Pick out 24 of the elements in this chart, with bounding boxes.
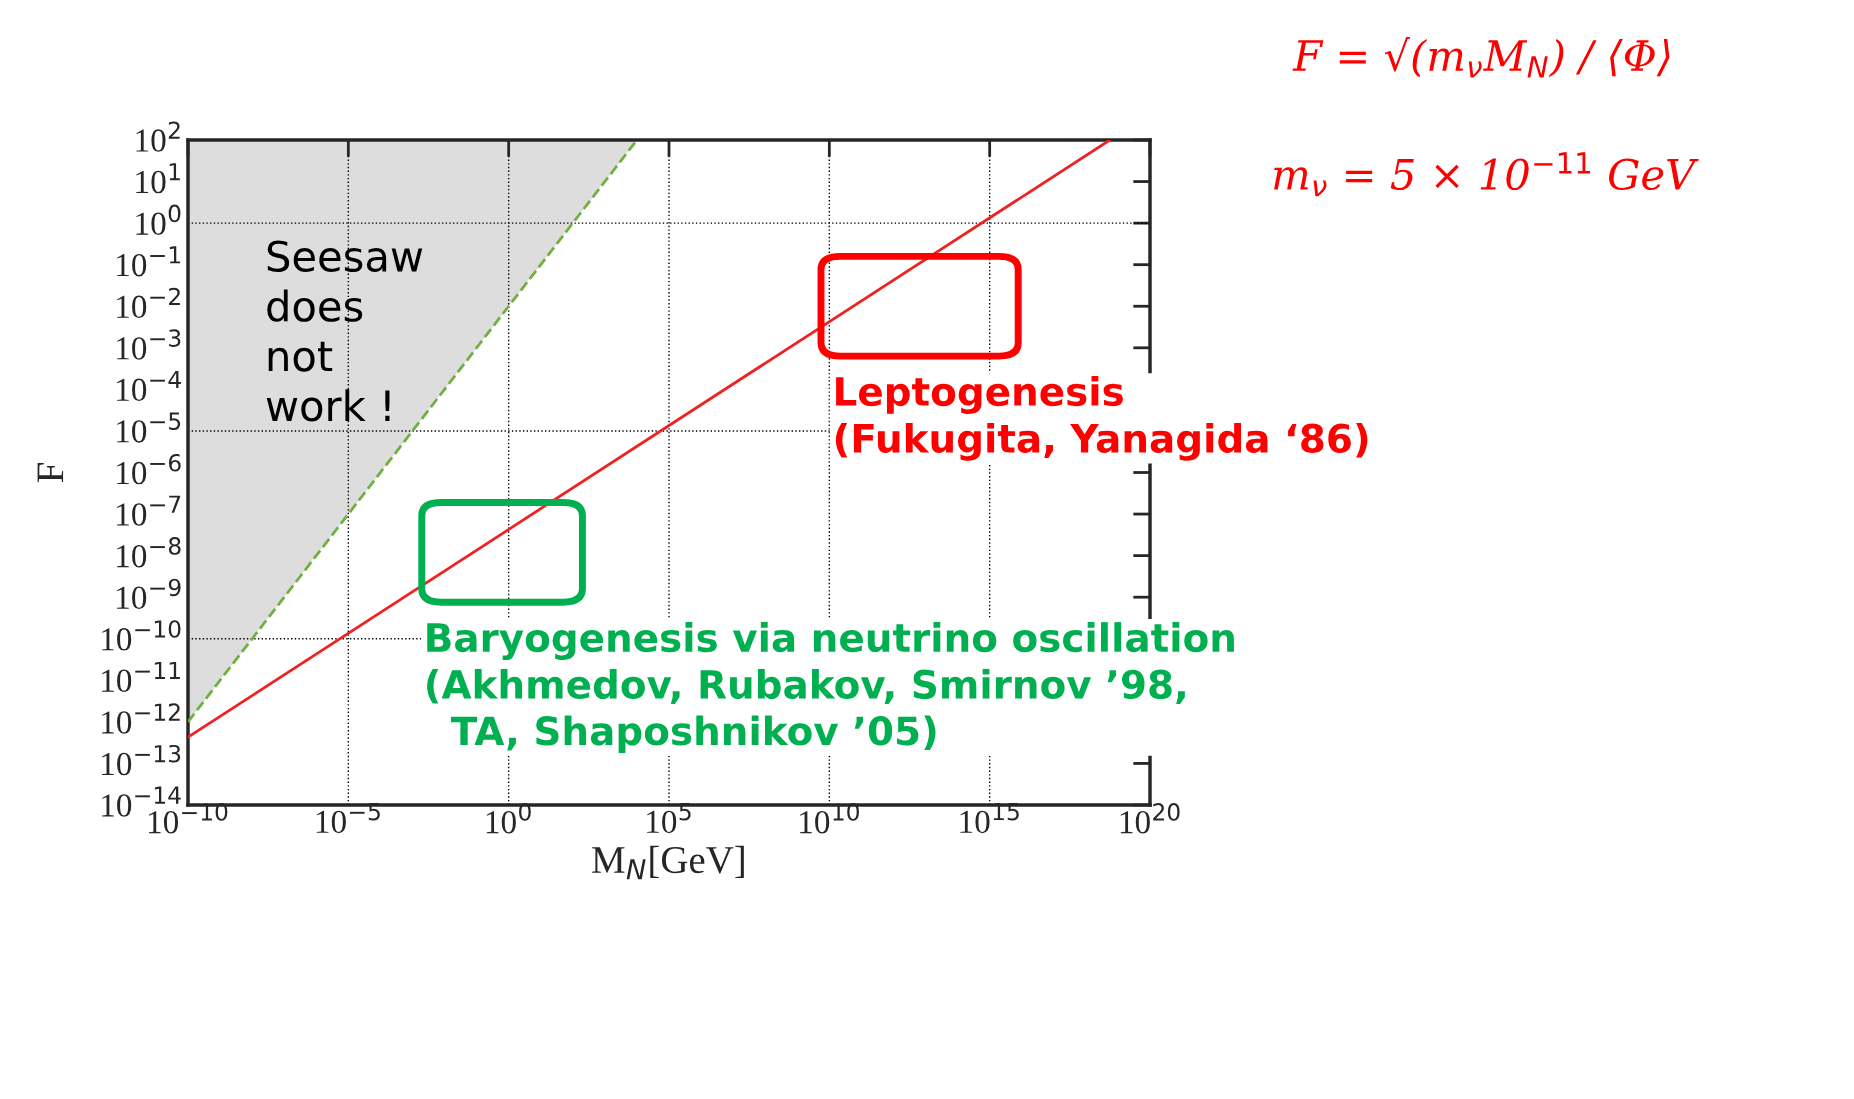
y-tick-label: 10$^{−11}$ bbox=[102, 661, 180, 693]
text: m$_{ν}$ = 5 × 10$^{−11}$ GeV bbox=[1274, 152, 1699, 197]
y-tick-label: 10$^{−4}$ bbox=[117, 370, 181, 402]
y-tick-label: 10$^{−6}$ bbox=[117, 453, 181, 485]
y-tick-label: 10$^{−7}$ bbox=[117, 495, 181, 526]
x-axis-title: M$_{N}$[GeV] bbox=[592, 845, 744, 880]
y-tick-label: 10$^{2}$ bbox=[136, 121, 180, 152]
y-tick-label: 10$^{−5}$ bbox=[117, 412, 181, 443]
y-axis-title: F bbox=[37, 463, 64, 483]
y-tick-label: 10$^{−12}$ bbox=[102, 703, 180, 734]
y-tick-label: 10$^{0}$ bbox=[136, 204, 181, 235]
y-tick-label: 10$^{1}$ bbox=[136, 163, 180, 194]
y-tick-label: 10$^{−2}$ bbox=[117, 287, 180, 319]
annotation: Seesaw does not work ! bbox=[266, 240, 423, 422]
y-tick-label: 10$^{−1}$ bbox=[117, 246, 181, 277]
y-tick-label: 10$^{−13}$ bbox=[102, 744, 181, 776]
annotation: Baryogenesis via neutrino oscillation (Akhmedov, Rubakov, Smirnov ’98, TA, Shaposhnikov ’05) bbox=[427, 622, 1234, 754]
y-tick-label: 10$^{−9}$ bbox=[117, 578, 181, 610]
text: F = √(m$_{ν}$M$_{N}$) / ⟨Φ⟩ bbox=[1292, 36, 1670, 78]
annotation: Leptogenesis (Fukugita, Yanagida ‘86) bbox=[835, 376, 1368, 461]
y-tick-label: 10$^{−10}$ bbox=[102, 620, 181, 651]
y-tick-label: 10$^{−3}$ bbox=[117, 329, 181, 360]
y-tick-label: 10$^{−8}$ bbox=[117, 537, 181, 568]
x-tick-label: 10$^{20}$ bbox=[1120, 803, 1180, 834]
